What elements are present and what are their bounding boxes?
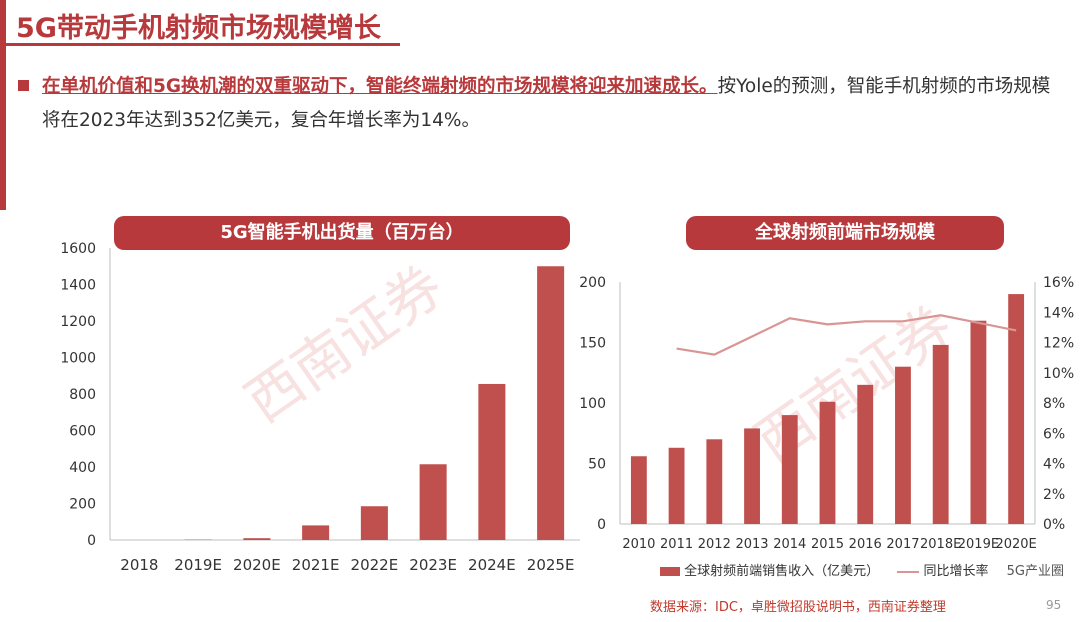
chart2-right-tick: 6% (1043, 426, 1065, 442)
chart2-x-tick: 2014 (773, 537, 806, 552)
chart2-x-tick: 2017 (886, 537, 919, 552)
intro-paragraph: 在单机价值和5G换机潮的双重驱动下，智能终端射频的市场规模将迎来加速成长。按Yo… (42, 70, 1062, 138)
chart1-bar (360, 506, 388, 540)
title-underline (0, 43, 400, 46)
chart2-bar (706, 439, 723, 524)
chart2-bar (1008, 294, 1025, 524)
chart2-bar (932, 344, 949, 524)
chart2-bar (970, 320, 987, 524)
chart2-bar (857, 384, 874, 524)
chart1-y-tick: 1200 (60, 314, 96, 330)
legend-line-label: 同比增长率 (923, 564, 989, 579)
chart1-y-tick: 400 (69, 460, 96, 476)
page-number: 95 (1046, 598, 1062, 612)
chart1-bar (537, 266, 565, 540)
chart2-bar (744, 428, 760, 524)
chart2-x-tick: 2018E (920, 537, 961, 552)
chart2-left-tick: 100 (580, 396, 606, 412)
chart2-right-tick: 16% (1043, 275, 1074, 291)
chart1-y-tick: 600 (69, 424, 96, 440)
chart1-y-tick: 0 (87, 533, 96, 549)
bullet-square-icon (18, 80, 29, 91)
chart1-y-tick: 800 (69, 387, 96, 403)
chart2-bar (668, 447, 685, 524)
chart2-bar (630, 456, 647, 524)
legend-bar-swatch (660, 567, 680, 576)
chart2-x-tick: 2010 (622, 537, 655, 552)
chart2-right-tick: 0% (1043, 517, 1065, 533)
chart2-right-tick: 2% (1043, 487, 1065, 503)
chart1-x-tick: 2020E (233, 556, 281, 574)
chart1-x-tick: 2024E (468, 556, 516, 574)
chart1-bar (243, 538, 271, 540)
chart1-bar (419, 464, 447, 540)
chart2-right-tick: 10% (1043, 366, 1074, 382)
chart2-right-tick: 12% (1043, 336, 1074, 352)
right-chart-title: 全球射频前端市场规模 (686, 216, 1004, 250)
chart1-x-tick: 2023E (409, 556, 457, 574)
accent-bar (0, 0, 6, 210)
chart1-x-tick: 2022E (351, 556, 399, 574)
intro-emphasis: 在单机价值和5G换机潮的双重驱动下，智能终端射频的市场规模将迎来加速成长。 (42, 76, 718, 97)
chart2-right-tick: 8% (1043, 396, 1065, 412)
chart1-y-tick: 1000 (60, 351, 96, 367)
chart1-y-tick: 200 (69, 497, 96, 513)
chart2-bar (781, 415, 798, 524)
wechat-label: 5G产业圈 (1006, 564, 1064, 579)
chart1-x-tick: 2025E (527, 556, 575, 574)
chart1-x-tick: 2019E (174, 556, 222, 574)
chart2-left-tick: 150 (580, 336, 606, 352)
chart2-x-tick: 2016 (849, 537, 882, 552)
chart2-left-tick: 0 (597, 517, 606, 533)
chart2-x-tick: 2012 (698, 537, 731, 552)
chart1-y-tick: 1600 (60, 241, 96, 257)
chart2-left-tick: 50 (588, 457, 606, 473)
chart1-x-tick: 2018 (120, 556, 158, 574)
chart2-left-tick: 200 (580, 275, 606, 291)
chart2-x-tick: 2019E (958, 537, 999, 552)
right-combo-chart: 0 50 100 150 200 0% 2% 4% 6% 8% 10% 12% 14% 16% 2010 20… (580, 275, 1074, 552)
left-chart-title: 5G智能手机出货量（百万台） (114, 216, 570, 250)
left-bar-chart: 0 200 400 600 800 1000 1200 1400 1600 2018 2019E 20… (60, 241, 580, 574)
chart1-y-tick: 1400 (60, 278, 96, 294)
chart2-legend: 全球射频前端销售收入（亿美元） 同比增长率 5G产业圈 (660, 560, 1064, 579)
chart2-bar (819, 401, 836, 524)
chart2-right-tick: 14% (1043, 305, 1074, 321)
chart1-bar (302, 525, 330, 540)
legend-line-swatch (897, 570, 920, 573)
data-source: 数据来源：IDC，卓胜微招股说明书，西南证券整理 (650, 600, 946, 615)
page-title: 5G带动手机射频市场规模增长 (16, 13, 381, 44)
chart2-x-tick: 2015 (811, 537, 844, 552)
legend-bar-label: 全球射频前端销售收入（亿美元） (684, 564, 880, 579)
chart2-x-tick: 2013 (735, 537, 768, 552)
chart2-x-tick: 2020E (995, 537, 1036, 552)
chart2-right-tick: 4% (1043, 457, 1065, 473)
chart2-x-tick: 2011 (660, 537, 693, 552)
intro-rest: 按Yole的预测，智能手机射频的市场规模将在2023年达到352亿美元，复合年增… (42, 76, 1051, 131)
chart1-bar (478, 383, 506, 540)
chart1-x-tick: 2021E (292, 556, 340, 574)
chart2-growth-line (676, 314, 1017, 356)
chart2-bar (895, 366, 911, 524)
